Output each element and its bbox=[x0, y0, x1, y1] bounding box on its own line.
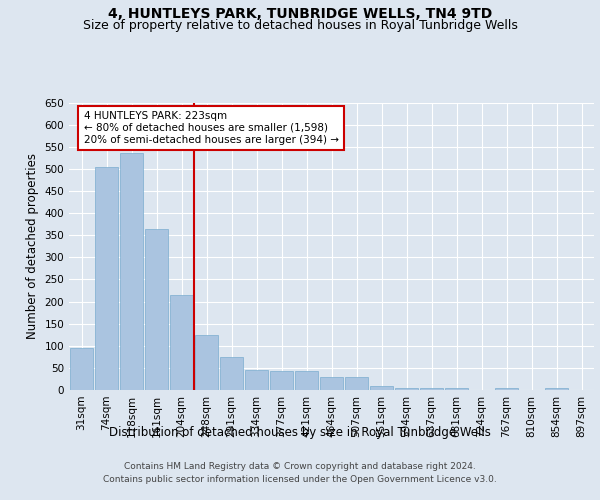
Bar bbox=[245, 370, 268, 390]
Bar bbox=[495, 388, 518, 390]
Bar bbox=[95, 166, 118, 390]
Bar bbox=[370, 386, 393, 390]
Bar bbox=[395, 388, 418, 390]
Text: Contains public sector information licensed under the Open Government Licence v3: Contains public sector information licen… bbox=[103, 475, 497, 484]
Bar bbox=[320, 376, 343, 390]
Bar bbox=[195, 334, 218, 390]
Bar bbox=[420, 388, 443, 390]
Text: 4, HUNTLEYS PARK, TUNBRIDGE WELLS, TN4 9TD: 4, HUNTLEYS PARK, TUNBRIDGE WELLS, TN4 9… bbox=[108, 8, 492, 22]
Bar bbox=[145, 228, 168, 390]
Bar bbox=[120, 154, 143, 390]
Bar bbox=[70, 348, 93, 390]
Text: Distribution of detached houses by size in Royal Tunbridge Wells: Distribution of detached houses by size … bbox=[109, 426, 491, 439]
Bar bbox=[220, 357, 243, 390]
Bar bbox=[545, 388, 568, 390]
Bar bbox=[170, 295, 193, 390]
Y-axis label: Number of detached properties: Number of detached properties bbox=[26, 153, 39, 340]
Bar bbox=[445, 388, 468, 390]
Text: 4 HUNTLEYS PARK: 223sqm
← 80% of detached houses are smaller (1,598)
20% of semi: 4 HUNTLEYS PARK: 223sqm ← 80% of detache… bbox=[83, 112, 338, 144]
Bar bbox=[345, 376, 368, 390]
Text: Size of property relative to detached houses in Royal Tunbridge Wells: Size of property relative to detached ho… bbox=[83, 18, 517, 32]
Bar bbox=[295, 372, 318, 390]
Text: Contains HM Land Registry data © Crown copyright and database right 2024.: Contains HM Land Registry data © Crown c… bbox=[124, 462, 476, 471]
Bar bbox=[270, 372, 293, 390]
